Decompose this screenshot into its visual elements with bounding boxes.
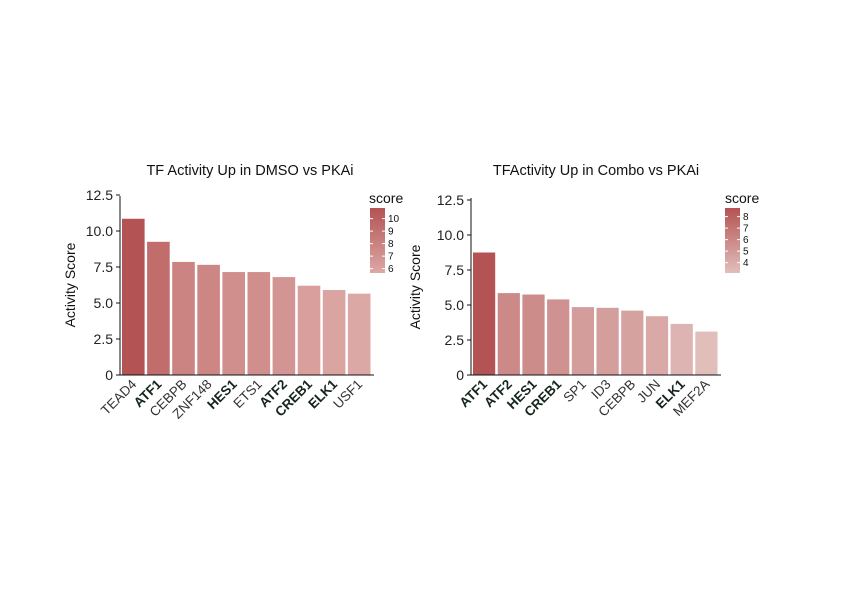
bar-hes1 [222,272,245,375]
y-tick-label: 12.5 [86,187,113,203]
legend-tick-label: 10 [388,214,400,225]
legend-title: score [369,190,403,206]
bar-cebpb [621,310,644,375]
y-tick-label: 7.5 [94,259,114,275]
y-tick-label: 10.0 [437,227,464,243]
y-axis-label: Activity Score [62,242,78,327]
y-tick-label: 0 [105,367,113,383]
chart-panel-dmso: TF Activity Up in DMSO vs PKAi Activity … [62,163,403,422]
bar-tead4 [122,218,145,375]
bar-jun [645,316,669,375]
y-tick-label: 10.0 [86,223,113,239]
bar-ets1 [247,272,271,375]
y-axis-label: Activity Score [407,244,423,329]
legend: score 10 98 76 [369,190,403,275]
legend-tick-label: 8 [743,212,749,223]
bar-id3 [596,307,619,375]
bar-creb1 [547,299,570,375]
y-tick-label: 7.5 [445,262,465,278]
chart-panel-combo: TFActivity Up in Combo vs PKAi Activity … [407,163,759,419]
bar-atf1 [473,252,496,375]
bar-elk1 [670,323,693,375]
y-tick-label: 2.5 [445,332,465,348]
bar-cebpb [172,261,195,375]
y-tick-label: 5.0 [94,295,114,311]
legend-tick-label: 7 [743,224,749,235]
bar-creb1 [297,285,321,375]
bar-hes1 [522,294,545,375]
chart-title: TF Activity Up in DMSO vs PKAi [146,163,353,179]
chart-title: TFActivity Up in Combo vs PKAi [493,163,699,179]
legend-tick-label: 9 [388,227,394,238]
x-tick-label: HES1 [204,376,240,412]
bar-znf148 [197,264,220,375]
legend-title: score [725,190,759,206]
bar-sp1 [571,307,594,375]
x-tick-label: USF1 [330,377,365,412]
x-tick-label: SP1 [560,377,589,406]
legend-tick-label: 6 [743,235,749,246]
bar-atf2 [497,293,520,375]
x-tick-label: ETS1 [230,377,264,411]
y-tick-label: 5.0 [445,297,465,313]
bar-mef2a [695,331,718,375]
y-tick-label: 0 [456,367,464,383]
y-tick-label: 2.5 [94,331,114,347]
legend-tick-label: 8 [388,239,394,250]
legend-tick-label: 7 [388,252,394,263]
bar-usf1 [347,293,371,375]
bar-elk1 [322,290,346,375]
legend-tick-label: 5 [743,247,749,258]
legend-tick-label: 4 [743,258,749,269]
legend-colorbar [725,208,740,273]
y-tick-label: 12.5 [437,192,464,208]
bar-atf2 [272,277,296,375]
legend-tick-label: 6 [388,264,394,275]
bar-atf1 [147,241,170,375]
legend-colorbar [370,208,385,273]
